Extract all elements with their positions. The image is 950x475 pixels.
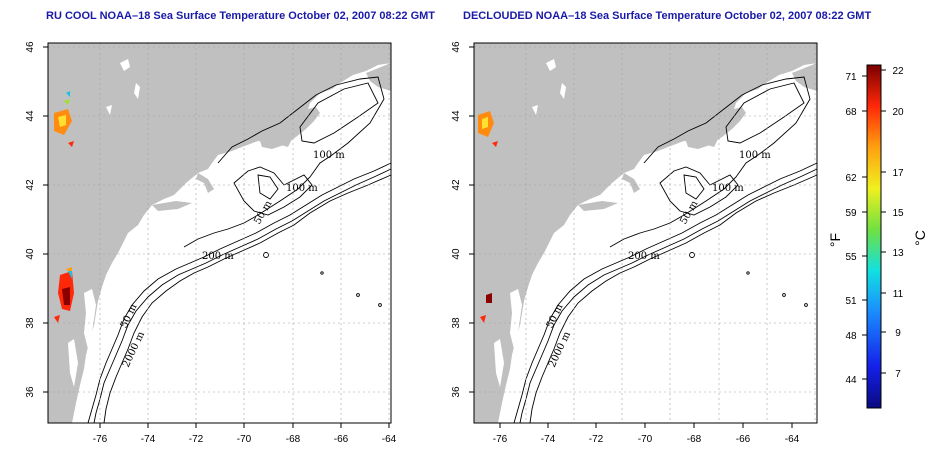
lat-tick-label: 38 — [25, 317, 36, 329]
contour-label-100m-mid: 100 m — [286, 183, 318, 194]
lon-tick-label: -76 — [93, 434, 108, 445]
celsius-tick: 11 — [893, 289, 904, 300]
celsius-tick: 15 — [892, 208, 904, 219]
left-axes — [43, 46, 390, 428]
lon-tick-label: -72 — [589, 434, 604, 445]
lon-tick-label: -76 — [493, 434, 508, 445]
lat-tick-label: 36 — [451, 386, 462, 398]
left-sst-patches — [54, 91, 74, 323]
contour-label-100m-north: 100 m — [739, 150, 771, 161]
left-map: 100 m 100 m 50 m 200 m 50 m 2000 m — [47, 42, 392, 424]
fahrenheit-tick: 62 — [845, 173, 857, 184]
lon-tick-label: -64 — [382, 434, 397, 445]
contour-label-100m-mid: 100 m — [712, 183, 744, 194]
lat-tick-label: 38 — [451, 317, 462, 329]
celsius-tick: 17 — [892, 168, 904, 179]
right-map: 100 m 100 m 50 m 200 m 50 m 2000 m — [473, 42, 818, 424]
fahrenheit-tick: 59 — [845, 208, 857, 219]
contour-label-200m: 200 m — [628, 251, 660, 262]
lat-tick-label: 46 — [25, 41, 36, 53]
contour-label-100m-north: 100 m — [313, 150, 345, 161]
fahrenheit-tick: 71 — [845, 72, 857, 83]
colorbar-gradient — [866, 64, 882, 409]
colorbar: 71 68 62 59 55 51 48 44 22 20 17 15 13 1… — [827, 64, 928, 409]
fahrenheit-tick: 68 — [845, 107, 857, 118]
lat-tick-label: 44 — [451, 110, 462, 122]
lon-tick-label: -70 — [638, 434, 653, 445]
left-lat-labels: 46 44 42 40 38 36 — [25, 41, 36, 398]
lat-tick-label: 40 — [25, 248, 36, 260]
celsius-tick: 7 — [895, 369, 901, 380]
fahrenheit-tick: 51 — [845, 296, 857, 307]
lat-tick-label: 46 — [451, 41, 462, 53]
contour-label-200m: 200 m — [202, 251, 234, 262]
lon-tick-label: -68 — [286, 434, 301, 445]
lat-tick-label: 44 — [25, 110, 36, 122]
fahrenheit-tick: 48 — [845, 331, 857, 342]
right-panel-title: DECLOUDED NOAA–18 Sea Surface Temperatur… — [463, 10, 872, 22]
fahrenheit-tick: 55 — [845, 252, 857, 263]
lon-tick-label: -68 — [687, 434, 702, 445]
lat-tick-label: 36 — [25, 386, 36, 398]
lon-tick-label: -72 — [189, 434, 204, 445]
lat-tick-label: 42 — [451, 179, 462, 191]
lon-tick-label: -74 — [141, 434, 156, 445]
right-sst-patches — [478, 111, 498, 323]
celsius-tick: 22 — [892, 66, 904, 77]
left-lon-labels: -76 -74 -72 -70 -68 -66 -64 — [93, 434, 397, 445]
lon-tick-label: -74 — [541, 434, 556, 445]
right-axes — [469, 46, 793, 428]
celsius-unit-label: °C — [912, 230, 928, 246]
lat-tick-label: 40 — [451, 248, 462, 260]
lat-tick-label: 42 — [25, 179, 36, 191]
lon-tick-label: -66 — [736, 434, 751, 445]
left-panel-title: RU COOL NOAA–18 Sea Surface Temperature … — [46, 10, 436, 22]
fahrenheit-tick: 44 — [845, 375, 857, 386]
lon-tick-label: -64 — [785, 434, 800, 445]
celsius-tick: 13 — [892, 248, 904, 259]
celsius-tick: 20 — [892, 107, 904, 118]
right-lon-labels: -76 -74 -72 -70 -68 -66 -64 — [493, 434, 800, 445]
celsius-tick: 9 — [895, 328, 901, 339]
lon-tick-label: -70 — [237, 434, 252, 445]
right-lat-labels: 46 44 42 40 38 36 — [451, 41, 462, 398]
lon-tick-label: -66 — [334, 434, 349, 445]
fahrenheit-unit-label: °F — [827, 233, 843, 247]
